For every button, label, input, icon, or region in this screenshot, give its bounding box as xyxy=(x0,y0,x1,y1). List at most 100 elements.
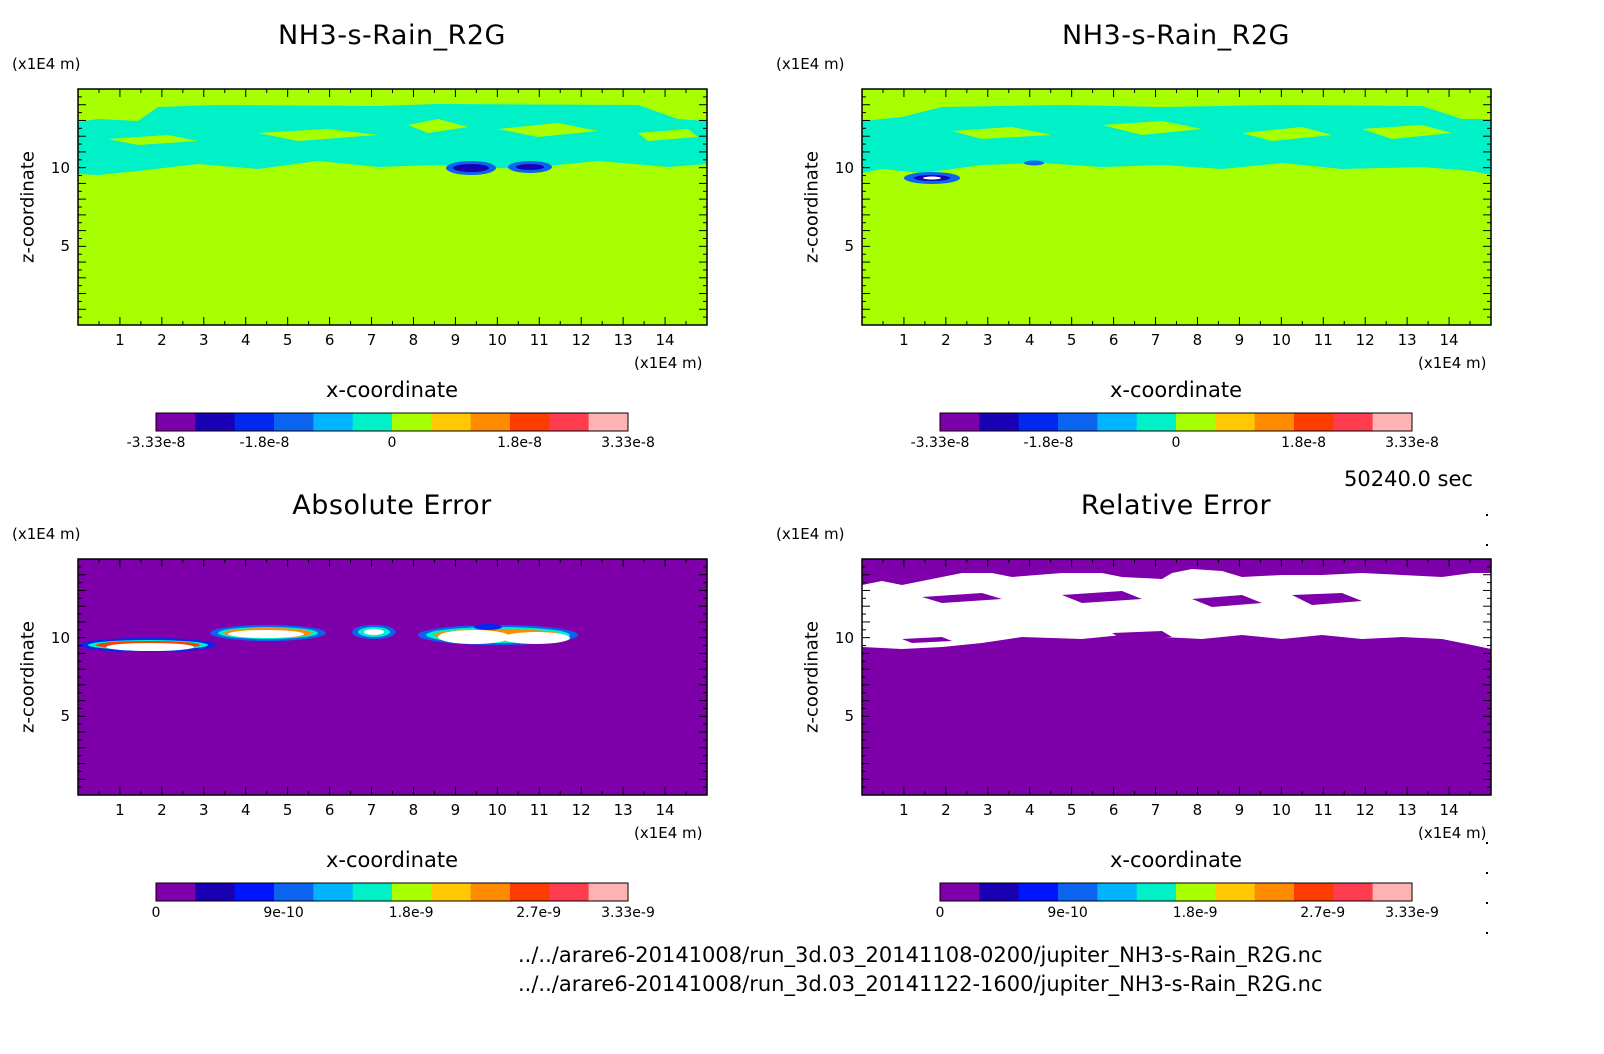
colorbar-swatch xyxy=(234,883,275,901)
colorbar-swatch xyxy=(1215,413,1256,431)
x-tick-label: 9 xyxy=(450,801,461,819)
colorbar-swatch xyxy=(1136,883,1177,901)
error-blob xyxy=(210,625,326,641)
file-path-1: ../../arare6-20141008/run_3d.03_20141108… xyxy=(518,943,1323,967)
cloud-layer xyxy=(862,105,1491,175)
x-tick-label: 14 xyxy=(1439,331,1459,349)
z-tick-label: 10 xyxy=(834,158,854,177)
colorbar-swatch xyxy=(979,883,1020,901)
x-tick-label: 1 xyxy=(115,801,125,819)
x-tick-label: 14 xyxy=(1439,801,1459,819)
panel-title: NH3-s-Rain_R2G xyxy=(1062,20,1290,51)
x-tick-label: 5 xyxy=(282,801,293,819)
colorbar-tick-label: -1.8e-8 xyxy=(239,435,290,451)
colorbar-tick-label: 3.33e-8 xyxy=(601,435,655,451)
x-tick-label: 6 xyxy=(1108,331,1119,349)
colorbar-swatch xyxy=(979,413,1020,431)
panel-title: Absolute Error xyxy=(292,490,492,521)
colorbar-tick-label: 9e-10 xyxy=(263,905,304,921)
z-tick-label: 5 xyxy=(60,707,70,726)
colorbar-swatch xyxy=(588,413,629,431)
z-tick-label: 5 xyxy=(844,707,854,726)
x-tick-label: 4 xyxy=(240,331,251,349)
x-tick-label: 1 xyxy=(115,331,125,349)
z-tick-label: 10 xyxy=(834,628,854,647)
colorbar-swatch xyxy=(392,883,432,901)
colorbar-tick-label: -3.33e-8 xyxy=(910,435,970,451)
colorbar-tick-label: 1.8e-8 xyxy=(1281,435,1326,451)
colorbar xyxy=(155,412,629,432)
error-blob xyxy=(80,638,216,652)
marker-dot xyxy=(1486,514,1488,516)
colorbar-swatch xyxy=(1372,883,1413,901)
white-region xyxy=(862,569,1491,649)
colorbar-tick-label: 0 xyxy=(387,435,397,451)
x-tick-label: 12 xyxy=(1355,801,1375,819)
colorbar-swatch xyxy=(313,883,354,901)
background-field xyxy=(78,559,707,795)
x-tick-label: 3 xyxy=(983,801,993,819)
x-tick-label: 5 xyxy=(1066,801,1077,819)
colorbar-swatch xyxy=(1097,413,1138,431)
x-tick-label: 8 xyxy=(1192,331,1203,349)
colorbar-tick-label: 0 xyxy=(1171,435,1181,451)
x-tick-label: 6 xyxy=(1108,801,1119,819)
colorbar-swatch xyxy=(1372,413,1413,431)
x-tick-label: 11 xyxy=(1313,331,1333,349)
panel-title: Relative Error xyxy=(1080,490,1272,521)
panel-title: NH3-s-Rain_R2G xyxy=(278,20,506,51)
x-tick-label: 1 xyxy=(899,331,909,349)
x-tick-label: 13 xyxy=(613,331,633,349)
colorbar-swatch xyxy=(510,413,550,431)
x-unit-label: (x1E4 m) xyxy=(1418,354,1487,372)
colorbar-swatch xyxy=(549,883,590,901)
z-axis-label: z-coordinate xyxy=(801,621,823,733)
x-tick-label: 7 xyxy=(1150,801,1161,819)
colorbar-tick-label: 3.33e-8 xyxy=(1385,435,1439,451)
colorbar-swatch xyxy=(1058,413,1098,431)
z-tick-label: 10 xyxy=(50,158,70,177)
x-tick-label: 4 xyxy=(1024,801,1035,819)
x-tick-label: 7 xyxy=(366,331,377,349)
file-path-2: ../../arare6-20141008/run_3d.03_20141122… xyxy=(518,972,1323,996)
colorbar-swatch xyxy=(1215,883,1256,901)
x-tick-label: 5 xyxy=(282,331,293,349)
x-tick-label: 3 xyxy=(983,331,993,349)
x-tick-label: 11 xyxy=(529,801,549,819)
colorbar-tick-label: 3.33e-9 xyxy=(1385,905,1439,921)
x-tick-label: 12 xyxy=(571,331,591,349)
colorbar-swatch xyxy=(195,413,236,431)
colorbar-swatch xyxy=(431,883,472,901)
x-tick-label: 1 xyxy=(899,801,909,819)
colorbar-swatch xyxy=(1176,413,1216,431)
colorbar-swatch xyxy=(1333,413,1374,431)
x-tick-label: 11 xyxy=(529,331,549,349)
colorbar xyxy=(939,882,1413,902)
x-tick-label: 9 xyxy=(450,331,461,349)
z-tick-label: 5 xyxy=(844,237,854,256)
cloud-layer xyxy=(78,104,707,175)
colorbar-tick-label: -3.33e-8 xyxy=(126,435,186,451)
purple-patches xyxy=(902,591,1362,643)
colorbar-tick-label: 1.8e-9 xyxy=(388,905,434,921)
marker-dot xyxy=(1486,544,1488,546)
x-tick-label: 8 xyxy=(408,331,419,349)
x-tick-label: 4 xyxy=(1024,331,1035,349)
x-tick-label: 10 xyxy=(487,331,507,349)
blue-cell xyxy=(1024,160,1044,166)
x-tick-label: 3 xyxy=(199,801,209,819)
colorbar-swatch xyxy=(588,883,629,901)
x-tick-label: 2 xyxy=(941,331,951,349)
x-tick-label: 2 xyxy=(157,331,167,349)
marker-dot xyxy=(1486,872,1488,874)
x-tick-label: 10 xyxy=(1271,801,1291,819)
error-blob xyxy=(352,625,396,639)
x-tick-label: 12 xyxy=(571,801,591,819)
z-axis-label: z-coordinate xyxy=(17,151,39,263)
colorbar-swatch xyxy=(470,413,511,431)
x-tick-label: 7 xyxy=(1150,331,1161,349)
colorbar-swatch xyxy=(1176,883,1216,901)
colorbar-tick-label: 0 xyxy=(935,905,945,921)
white-core xyxy=(923,176,941,180)
colorbar-tick-label: 3.33e-9 xyxy=(601,905,655,921)
